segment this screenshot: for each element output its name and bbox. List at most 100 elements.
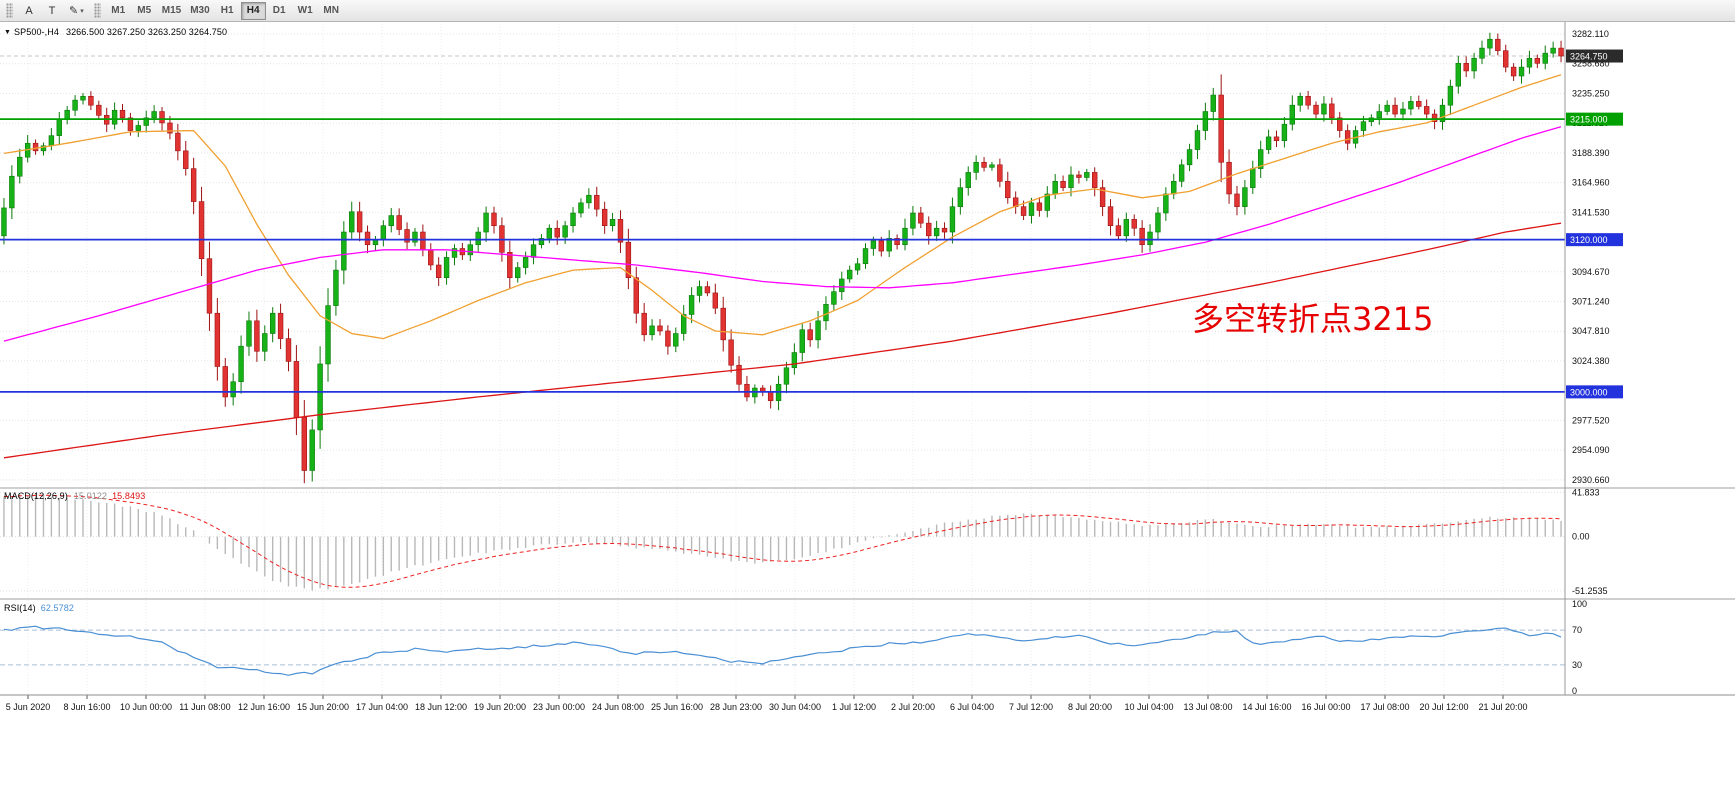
candle-body — [1495, 38, 1501, 51]
candle-body — [475, 231, 481, 246]
time-label: 12 Jun 16:00 — [238, 702, 290, 712]
candle-body — [17, 156, 23, 177]
text-tool-button[interactable]: T — [41, 2, 63, 20]
price-axis[interactable]: 3282.1103258.6803235.2503211.8203188.390… — [1564, 22, 1623, 695]
candle-body — [246, 320, 252, 347]
candle-body — [420, 231, 426, 251]
candle-body — [1455, 63, 1461, 87]
candle-body — [190, 168, 197, 202]
timeframe-button-m30[interactable]: M30 — [186, 2, 213, 20]
candle-body — [665, 330, 671, 347]
panel-divider[interactable] — [0, 487, 1735, 489]
candle-body — [680, 314, 687, 334]
candle-body — [1250, 168, 1256, 188]
timeframe-button-h1[interactable]: H1 — [215, 2, 240, 20]
candle-body — [894, 238, 900, 246]
candle-body — [846, 269, 853, 280]
candle-body — [1028, 202, 1035, 216]
candle-body — [1194, 130, 1201, 150]
candle-body — [649, 325, 655, 336]
candle-body — [269, 312, 276, 334]
candle-body — [341, 231, 347, 271]
chart-title-bar: ▼ SP500-,H4 3266.500 3267.250 3263.250 326… — [4, 27, 227, 37]
draw-tool-button[interactable]: ✎ ▾ — [64, 2, 89, 20]
macd-axis-label: -51.2535 — [1572, 586, 1608, 596]
candle-body — [317, 363, 323, 431]
price-label: 3235.250 — [1572, 88, 1610, 98]
candle-body — [491, 212, 497, 226]
candle-body — [1526, 57, 1533, 68]
timeframe-button-h4[interactable]: H4 — [240, 1, 266, 20]
price-label: 3282.110 — [1572, 29, 1609, 39]
candle-body — [1052, 180, 1058, 195]
candle-body — [159, 111, 165, 124]
timeframe-button-w1[interactable]: W1 — [293, 2, 318, 20]
time-axis[interactable]: 5 Jun 2020 8 Jun 16:00 10 Jun 00:00 11 Jun … — [0, 694, 1735, 712]
candle-body — [1178, 164, 1185, 182]
candle-body — [230, 381, 236, 398]
candle-body — [1297, 96, 1303, 106]
candle-body — [96, 104, 102, 116]
candle-body — [1305, 96, 1311, 106]
candle-body — [886, 238, 892, 252]
candle-body — [9, 175, 15, 209]
candle-body — [1431, 113, 1438, 122]
candle-body — [56, 118, 62, 136]
candle-body — [1408, 101, 1414, 110]
time-label: 6 Jul 04:00 — [950, 702, 994, 712]
timeframe-button-d1[interactable]: D1 — [267, 2, 292, 20]
candle-body — [1257, 149, 1264, 169]
candle-body — [657, 325, 663, 332]
candle-body — [1416, 101, 1422, 107]
rsi-line — [3, 625, 1562, 676]
candle-body — [1242, 187, 1248, 207]
time-label: 17 Jun 04:00 — [356, 702, 408, 712]
time-label: 1 Jul 12:00 — [832, 702, 876, 712]
timeframe-button-m5[interactable]: M5 — [132, 2, 157, 20]
collapse-triangle-icon[interactable]: ▼ — [4, 29, 12, 36]
chart-text-annotation[interactable]: 多空转折点3215 — [1192, 300, 1434, 338]
candle-body — [728, 339, 734, 366]
time-label: 25 Jun 16:00 — [651, 702, 703, 712]
candle-body — [175, 132, 181, 152]
candle-body — [1423, 106, 1430, 115]
price-label: 3047.810 — [1572, 326, 1610, 336]
candle-body — [127, 117, 134, 131]
candle-body — [1447, 85, 1454, 106]
price-level-lines[interactable] — [0, 118, 1565, 393]
candle-body — [1218, 94, 1224, 163]
svg-text:3120.000: 3120.000 — [1570, 235, 1608, 245]
candle-body — [720, 307, 726, 341]
candle-body — [949, 206, 956, 233]
ma-line-slow — [3, 222, 1562, 459]
price-label: 2954.090 — [1572, 445, 1610, 455]
timeframe-button-m15[interactable]: M15 — [158, 2, 185, 20]
candle-body — [222, 366, 228, 398]
arrow-tool-button[interactable]: A — [18, 2, 40, 20]
candle-body — [570, 212, 576, 226]
rsi-axis-label: 100 — [1572, 599, 1587, 609]
candle-body — [807, 329, 813, 341]
candle-body — [546, 227, 553, 239]
price-badge-3000.000: 3000.000 — [1566, 385, 1623, 399]
candle-body — [333, 269, 339, 306]
candle-body — [1115, 225, 1122, 237]
candle-body — [989, 164, 995, 168]
candle-body — [443, 257, 450, 278]
toolbar-drag-handle[interactable] — [6, 3, 13, 18]
timeframe-button-m1[interactable]: M1 — [106, 2, 131, 20]
rsi-axis-label: 30 — [1572, 660, 1582, 670]
price-label: 3188.390 — [1572, 148, 1610, 158]
panel-divider[interactable] — [0, 598, 1735, 600]
candle-body — [997, 164, 1003, 182]
timeframe-group-drag-handle[interactable] — [93, 3, 101, 18]
candle-body — [554, 227, 560, 238]
time-label: 7 Jul 12:00 — [1009, 702, 1053, 712]
candle-body — [206, 258, 213, 314]
candle-body — [530, 244, 537, 258]
candle-body — [515, 267, 521, 278]
time-label: 24 Jun 08:00 — [592, 702, 644, 712]
timeframe-button-mn[interactable]: MN — [319, 2, 344, 20]
price-label: 3071.240 — [1572, 296, 1610, 306]
chart-area[interactable]: 41.833 0.00 -51.2535 100 70 30 0 3282.110 3258.6… — [0, 22, 1735, 790]
